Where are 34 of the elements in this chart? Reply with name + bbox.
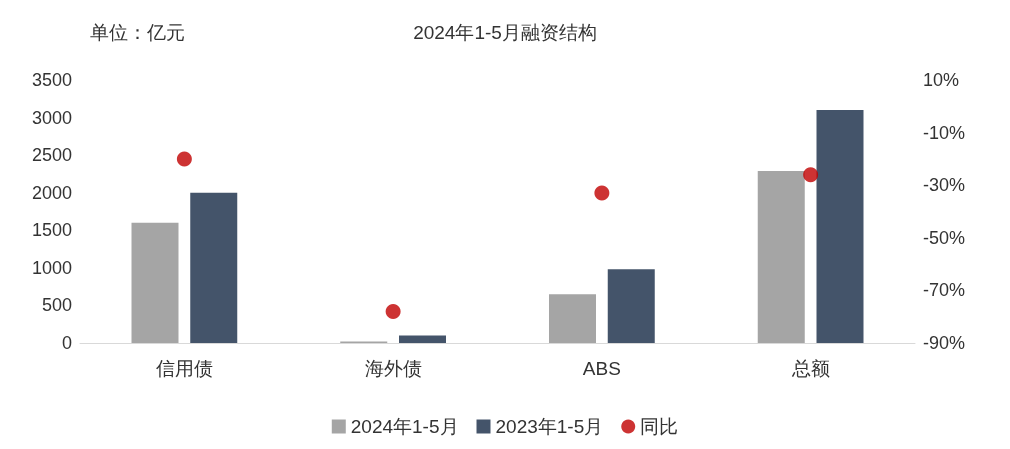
y2-tick-label: -10% xyxy=(923,122,966,143)
bar xyxy=(816,110,864,343)
legend-label: 同比 xyxy=(640,416,679,437)
y2-tick-label: -50% xyxy=(923,227,966,248)
point xyxy=(176,151,192,167)
y2-tick-label: -30% xyxy=(923,175,966,196)
point xyxy=(385,303,401,319)
y-tick-label: 0 xyxy=(61,333,72,353)
bar xyxy=(399,335,446,343)
x-tick-label: 信用债 xyxy=(155,358,213,379)
legend-label: 2023年1-5月 xyxy=(495,416,604,437)
x-tick-label: 海外债 xyxy=(364,358,422,379)
y-tick-label: 1000 xyxy=(31,257,72,278)
bar xyxy=(131,222,179,343)
bar xyxy=(757,170,805,343)
y2-tick-label: 10% xyxy=(923,70,960,90)
point xyxy=(594,185,610,201)
y-axis-title: 单位：亿元 xyxy=(90,22,185,43)
x-tick-label: ABS xyxy=(582,358,621,379)
y2-tick-label: -90% xyxy=(923,333,966,353)
bar xyxy=(549,294,596,343)
point xyxy=(803,167,819,183)
y-tick-label: 500 xyxy=(41,295,72,316)
y2-tick-label: -70% xyxy=(923,280,966,301)
y-tick-label: 3500 xyxy=(31,70,72,90)
y-tick-label: 3000 xyxy=(31,107,72,128)
bar xyxy=(190,192,238,343)
bar xyxy=(607,269,655,343)
y-tick-label: 2500 xyxy=(31,145,72,166)
chart-title: 2024年1-5月融资结构 xyxy=(413,22,597,43)
y-tick-label: 1500 xyxy=(31,220,72,241)
x-tick-label: 总额 xyxy=(790,358,830,379)
y-tick-label: 2000 xyxy=(31,182,72,203)
legend-label: 2024年1-5月 xyxy=(350,416,459,437)
